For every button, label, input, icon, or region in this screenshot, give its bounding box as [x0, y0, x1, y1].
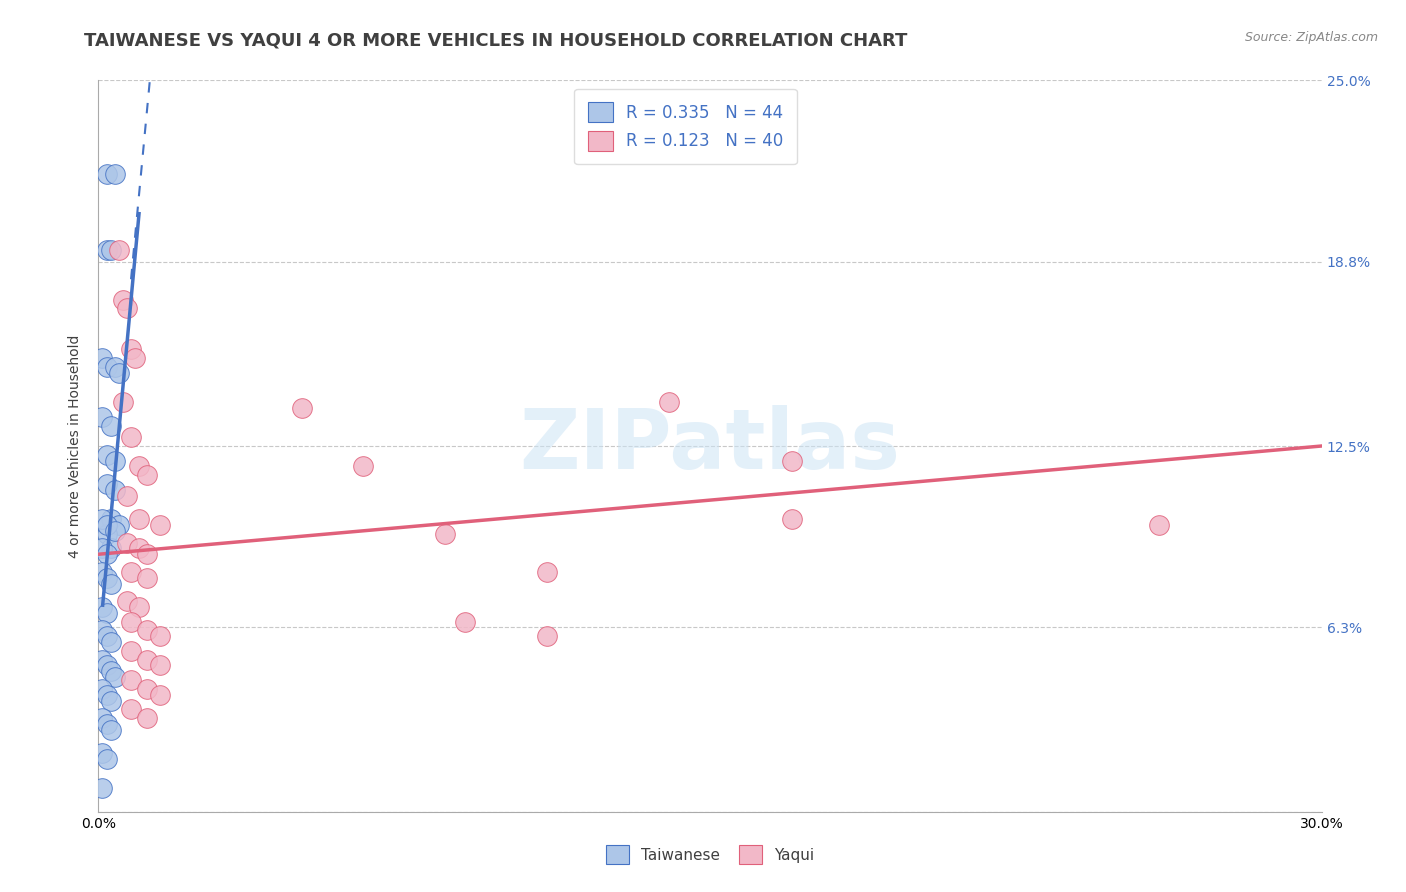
Point — [136, 624, 159, 638]
Point — [111, 395, 134, 409]
Text: Source: ZipAtlas.com: Source: ZipAtlas.com — [1244, 31, 1378, 45]
Point — [96, 571, 118, 585]
Point — [100, 576, 122, 591]
Point — [136, 547, 159, 561]
Point — [91, 652, 114, 666]
Point — [91, 781, 114, 796]
Point — [91, 681, 114, 696]
Legend: Taiwanese, Yaqui: Taiwanese, Yaqui — [600, 839, 820, 870]
Point — [104, 524, 127, 538]
Point — [104, 359, 127, 374]
Point — [91, 565, 114, 579]
Point — [780, 512, 803, 526]
Point — [111, 293, 134, 307]
Point — [658, 395, 681, 409]
Y-axis label: 4 or more Vehicles in Household: 4 or more Vehicles in Household — [69, 334, 83, 558]
Point — [136, 711, 159, 725]
Point — [149, 688, 172, 702]
Point — [352, 459, 374, 474]
Point — [91, 541, 114, 556]
Point — [120, 430, 142, 444]
Point — [100, 693, 122, 707]
Point — [128, 512, 150, 526]
Point — [100, 512, 122, 526]
Point — [536, 629, 558, 643]
Point — [454, 615, 477, 629]
Point — [100, 541, 122, 556]
Point — [536, 565, 558, 579]
Point — [120, 343, 142, 357]
Point — [96, 629, 118, 643]
Point — [120, 615, 142, 629]
Point — [115, 301, 138, 316]
Point — [96, 243, 118, 257]
Point — [104, 483, 127, 497]
Point — [91, 624, 114, 638]
Point — [96, 688, 118, 702]
Point — [149, 629, 172, 643]
Point — [96, 477, 118, 491]
Point — [100, 635, 122, 649]
Point — [128, 541, 150, 556]
Point — [91, 599, 114, 614]
Point — [100, 418, 122, 433]
Point — [91, 746, 114, 760]
Point — [96, 518, 118, 533]
Point — [108, 366, 131, 380]
Point — [115, 535, 138, 549]
Text: TAIWANESE VS YAQUI 4 OR MORE VEHICLES IN HOUSEHOLD CORRELATION CHART: TAIWANESE VS YAQUI 4 OR MORE VEHICLES IN… — [84, 31, 908, 49]
Point — [91, 711, 114, 725]
Point — [104, 453, 127, 467]
Point — [120, 565, 142, 579]
Point — [434, 526, 457, 541]
Point — [108, 518, 131, 533]
Point — [96, 752, 118, 766]
Point — [104, 670, 127, 684]
Point — [96, 167, 118, 181]
Point — [100, 723, 122, 737]
Point — [120, 673, 142, 687]
Point — [780, 453, 803, 467]
Point — [115, 594, 138, 608]
Point — [96, 717, 118, 731]
Point — [108, 243, 131, 257]
Point — [136, 468, 159, 483]
Point — [96, 606, 118, 620]
Point — [96, 658, 118, 673]
Point — [96, 359, 118, 374]
Point — [96, 526, 118, 541]
Point — [120, 644, 142, 658]
Point — [149, 658, 172, 673]
Point — [100, 665, 122, 679]
Text: ZIPatlas: ZIPatlas — [520, 406, 900, 486]
Point — [104, 167, 127, 181]
Point — [91, 512, 114, 526]
Point — [91, 351, 114, 366]
Point — [96, 448, 118, 462]
Point — [136, 571, 159, 585]
Point — [120, 702, 142, 716]
Point — [149, 518, 172, 533]
Point — [128, 599, 150, 614]
Point — [96, 547, 118, 561]
Point — [128, 459, 150, 474]
Point — [115, 489, 138, 503]
Point — [124, 351, 146, 366]
Point — [136, 681, 159, 696]
Point — [136, 652, 159, 666]
Point — [100, 243, 122, 257]
Point — [1147, 518, 1170, 533]
Point — [291, 401, 314, 415]
Point — [91, 409, 114, 424]
